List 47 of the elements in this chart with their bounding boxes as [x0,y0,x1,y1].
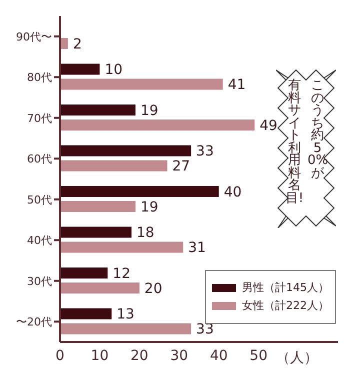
data-label: 49 [260,118,278,134]
y-tick-label: 50代 [27,193,52,206]
y-tick-label: 60代 [27,152,52,166]
bar [60,78,223,90]
legend-label: 女性（計222人） [242,299,329,313]
data-label: 10 [104,62,123,78]
x-tick-label: 0 [56,348,64,364]
data-label: 41 [228,77,246,94]
bar [60,120,255,130]
y-tick-label: 90代〜 [16,30,52,44]
bar [60,104,136,116]
y-tick-label: 30代 [27,274,52,288]
bar [60,201,136,212]
y-tick-label: 80代 [27,71,52,84]
bar [60,268,108,278]
data-label: 19 [140,199,158,216]
data-label: 19 [140,102,158,119]
data-label: 2 [72,36,82,52]
bar [60,145,192,156]
x-tick-label: 10 [90,348,109,364]
bar [60,160,168,172]
bar [60,282,140,294]
x-tick-label: 40 [210,348,228,364]
annotation: このうち約50%が [308,78,328,182]
bar [60,186,219,197]
data-label: 33 [196,144,214,160]
bar [60,242,184,253]
data-label: 12 [112,266,130,282]
bar [60,226,132,238]
y-tick-label: 40代 [27,234,52,248]
data-label: 20 [144,280,162,297]
text: 有料サイト利用料名目! [285,78,304,206]
data-label: 18 [136,225,154,242]
y-tick-label: 70代 [27,112,52,125]
bar [60,64,100,75]
data-label: 40 [224,184,242,200]
data-label: 27 [172,158,190,175]
x-tick-label: 20 [130,348,148,364]
x-tick-label: 50 [250,348,268,364]
data-label: 31 [188,240,206,256]
bar [60,308,112,320]
bar [60,323,192,334]
data-label: 13 [116,306,134,323]
y-tick-label: 〜20代 [16,316,52,329]
legend-label: 男性（計145人） [242,281,329,295]
x-tick-label: 30 [170,348,188,364]
x-axis-title: （人） [276,349,318,367]
